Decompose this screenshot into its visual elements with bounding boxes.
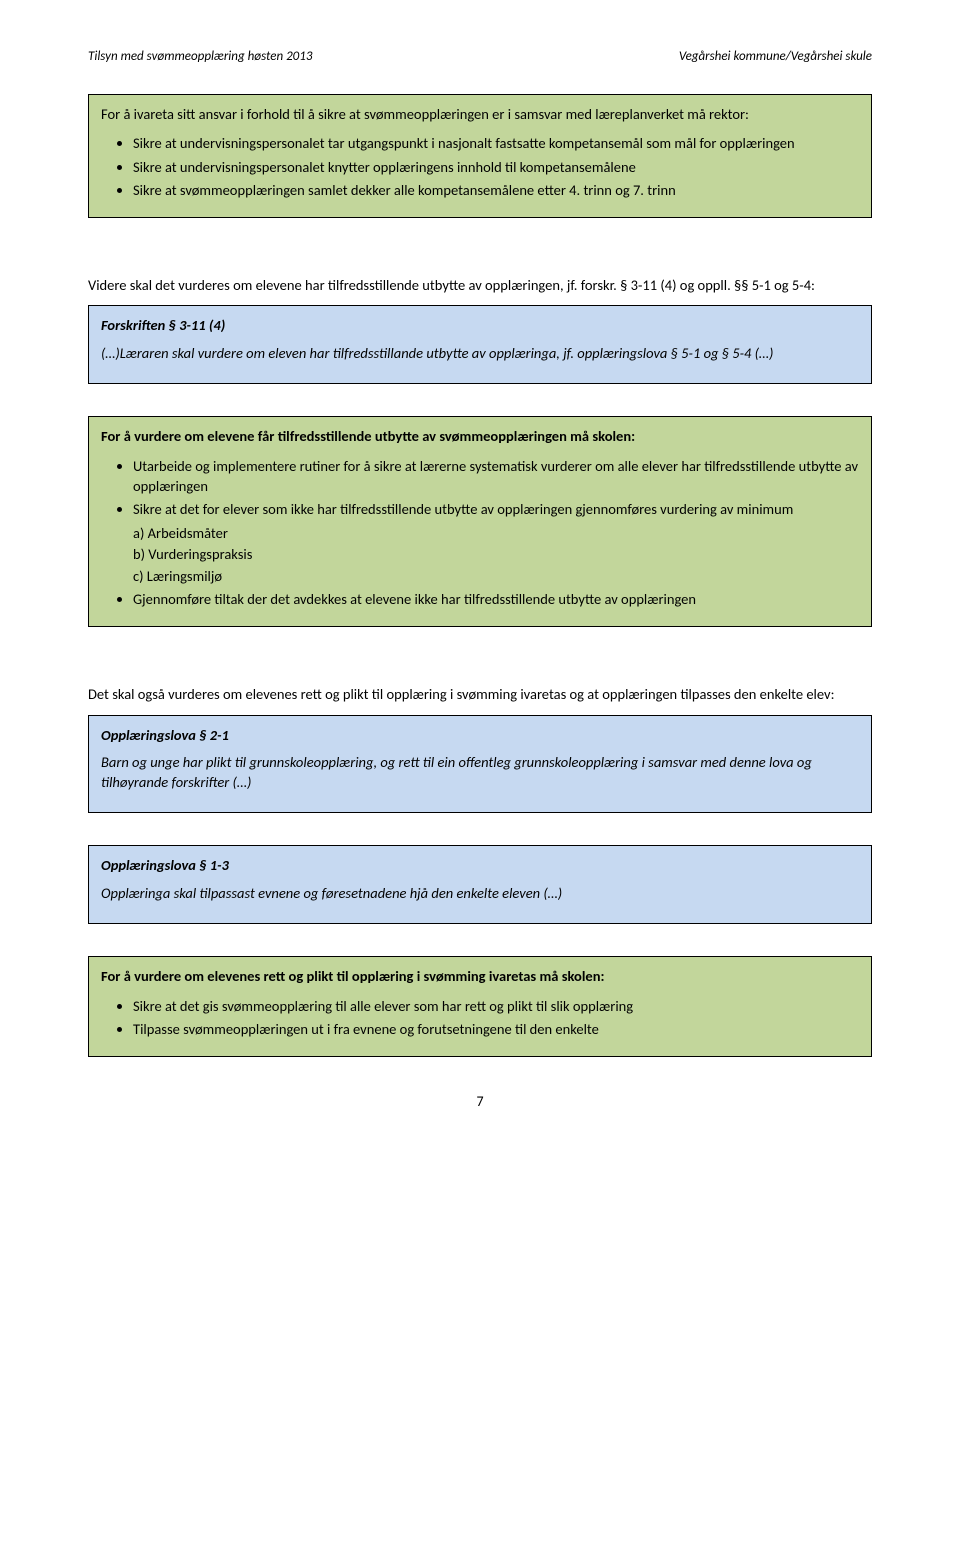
box6-intro: For å vurdere om elevenes rett og plikt …: [101, 967, 859, 987]
list-item: Gjennomføre tiltak der det avdekkes at e…: [133, 590, 859, 610]
list-item: Tilpasse svømmeopplæringen ut i fra evne…: [133, 1020, 859, 1040]
box1-intro: For å ivareta sitt ansvar i forhold til …: [101, 105, 859, 125]
box-opplaeringslova-2-1: Opplæringslova § 2-1 Barn og unge har pl…: [88, 715, 872, 814]
box4-title: Opplæringslova § 2-1: [101, 726, 859, 746]
list-item: Sikre at undervisningspersonalet tar utg…: [133, 134, 859, 154]
paragraph-videre-vurdering: Videre skal det vurderes om elevene har …: [88, 276, 872, 296]
list-item: Utarbeide og implementere rutiner for å …: [133, 457, 859, 496]
header-left: Tilsyn med svømmeopplæring høsten 2013: [88, 48, 312, 66]
box2-title: Forskriften § 3-11 (4): [101, 316, 859, 336]
box-tilfredsstillende-utbytte: For å vurdere om elevene får tilfredssti…: [88, 416, 872, 627]
list-item-text: Sikre at det for elever som ikke har til…: [133, 500, 793, 518]
box-forskrift-3-11-4: Forskriften § 3-11 (4) (…)Læraren skal v…: [88, 305, 872, 384]
list-item: Sikre at det for elever som ikke har til…: [133, 500, 859, 586]
page-header: Tilsyn med svømmeopplæring høsten 2013 V…: [88, 48, 872, 66]
paragraph-rett-og-plikt: Det skal også vurderes om elevenes rett …: [88, 685, 872, 705]
box3-intro: For å vurdere om elevene får tilfredssti…: [101, 427, 859, 447]
sublist-item-b: b) Vurderingspraksis: [133, 545, 859, 565]
box3-sublist: a) Arbeidsmåter b) Vurderingspraksis c) …: [133, 524, 859, 587]
box3-list: Utarbeide og implementere rutiner for å …: [101, 457, 859, 610]
header-right: Vegårshei kommune/Vegårshei skule: [679, 48, 872, 66]
box2-body: (…)Læraren skal vurdere om eleven har ti…: [101, 344, 859, 364]
page-number: 7: [88, 1093, 872, 1112]
sublist-item-a: a) Arbeidsmåter: [133, 524, 859, 544]
box1-list: Sikre at undervisningspersonalet tar utg…: [101, 134, 859, 201]
box6-list: Sikre at det gis svømmeopplæring til all…: [101, 997, 859, 1040]
box-rektor-ansvar: For å ivareta sitt ansvar i forhold til …: [88, 94, 872, 218]
list-item: Sikre at det gis svømmeopplæring til all…: [133, 997, 859, 1017]
box4-body: Barn og unge har plikt til grunnskoleopp…: [101, 753, 859, 792]
box5-body: Opplæringa skal tilpassast evnene og før…: [101, 884, 859, 904]
box-opplaeringslova-1-3: Opplæringslova § 1-3 Opplæringa skal til…: [88, 845, 872, 924]
list-item: Sikre at svømmeopplæringen samlet dekker…: [133, 181, 859, 201]
box5-title: Opplæringslova § 1-3: [101, 856, 859, 876]
sublist-item-c: c) Læringsmiljø: [133, 567, 859, 587]
box-rett-og-plikt-skolen: For å vurdere om elevenes rett og plikt …: [88, 956, 872, 1057]
list-item: Sikre at undervisningspersonalet knytter…: [133, 158, 859, 178]
